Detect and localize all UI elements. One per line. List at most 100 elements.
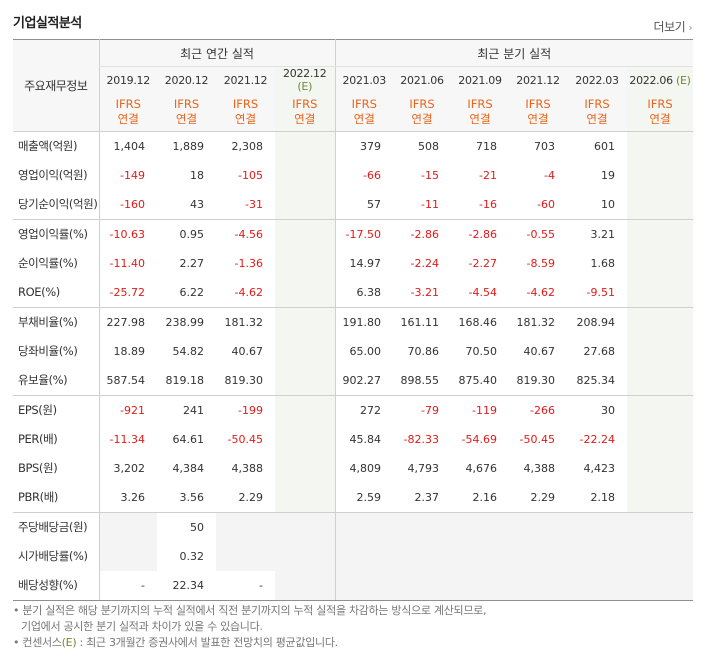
table-cell: 64.61 (172, 432, 205, 446)
table-cell: -50.45 (227, 432, 263, 446)
table-cell (275, 424, 335, 454)
table-cell (275, 511, 335, 542)
section-title: 기업실적분석 (13, 16, 82, 31)
table-row: PER(배) -11.34 64.61 -50.45 45.84 -82.33 -54.69… (13, 424, 694, 454)
table-cell: -1.36 (234, 256, 263, 270)
table-cell: -31 (245, 197, 263, 211)
period-header: 2021.12 (516, 73, 560, 87)
table-cell: 50 (157, 511, 216, 542)
table-cell: 2.29 (530, 490, 556, 504)
table-cell (627, 541, 694, 571)
table-cell: 703 (509, 130, 567, 161)
table-cell: -50.45 (519, 432, 555, 446)
table-cell: -66 (334, 160, 393, 190)
table-cell: 1.68 (590, 256, 616, 270)
table-cell: 43 (190, 197, 204, 211)
more-link[interactable]: 더보기 › (653, 18, 693, 35)
table-cell: -8.59 (526, 256, 555, 270)
table-cell: -4 (544, 168, 555, 182)
table-row: ROE(%) -25.72 6.22 -4.62 6.38 -3.21 -4.54 -4.62… (13, 277, 694, 307)
table-row: 매출액(억원) 1,404 1,889 2,308 379 508 718 703 601 (13, 130, 694, 161)
table-cell: 30 (567, 394, 627, 425)
table-row: BPS(원) 3,202 4,384 4,388 4,809 4,793 4,676 4,38… (13, 453, 694, 483)
table-cell (627, 189, 694, 219)
footnotes: • 분기 실적은 해당 분기까지의 누적 실적에서 직전 분기까지의 누적 실적… (13, 603, 487, 651)
ifrs-label: IFRS 연결 (173, 96, 200, 126)
table-cell (275, 336, 335, 366)
row-label: 주당배당금(원) (13, 511, 99, 542)
table-cell: -11.40 (98, 248, 157, 278)
table-cell: -79 (393, 394, 451, 425)
more-label: 더보기 (653, 20, 686, 34)
table-row: 배당성향(%) -22.34- (13, 570, 694, 601)
table-cell: -11 (421, 197, 439, 211)
row-label: 당기순이익(억원) (18, 197, 98, 211)
table-cell (627, 306, 694, 337)
table-cell: 181.32 (216, 306, 275, 337)
ifrs-label: IFRS 연결 (627, 93, 694, 131)
table-cell: 238.99 (157, 306, 216, 337)
table-cell (334, 511, 393, 542)
row-label: 시가배당률(%) (18, 549, 88, 563)
row-label: PBR(배) (18, 490, 58, 504)
period-header: 2022.06 (E) (627, 66, 694, 93)
table-cell (275, 130, 335, 161)
table-cell: 4,676 (465, 461, 498, 475)
table-row: 영업이익률(%) -10.63 0.95 -4.56 -17.50 -2.86 -2.86-… (13, 218, 694, 249)
table-cell: 4,809 (334, 453, 393, 483)
table-cell (216, 511, 275, 542)
row-label: BPS(원) (18, 461, 58, 475)
table-cell: 227.98 (98, 306, 157, 337)
table-cell: - (216, 570, 275, 601)
table-cell: 40.67 (231, 344, 264, 358)
footnote-2: • 컨센서스(E) : 최근 3개월간 증권사에서 발표한 전망치의 평균값입니… (13, 636, 338, 649)
table-cell: -82.33 (403, 432, 439, 446)
table-cell: 601 (567, 130, 627, 161)
table-cell: 0.32 (179, 549, 205, 563)
table-cell (627, 424, 694, 454)
ifrs-label: IFRS 연결 (409, 96, 435, 126)
ifrs-label: IFRS 연결 (275, 93, 335, 131)
table-cell (451, 511, 509, 542)
table-cell: -2.24 (410, 256, 439, 270)
table-cell: 1,404 (98, 130, 157, 161)
table-cell: -4.62 (526, 285, 555, 299)
table-cell: 2.27 (179, 256, 205, 270)
period-header: 2021.12 (223, 73, 268, 87)
table-cell: -3.21 (410, 285, 439, 299)
table-cell: 902.27 (334, 365, 393, 395)
table-cell: 2.59 (334, 482, 393, 512)
table-cell (275, 570, 335, 601)
table-cell: 191.80 (334, 306, 393, 337)
table-cell: 2.18 (590, 490, 616, 504)
table-cell (275, 365, 335, 395)
table-cell: -10.63 (98, 218, 157, 249)
financial-table: 주요재무정보 최근 연간 실적 최근 분기 실적 2019.12 2020.12 2… (13, 39, 694, 601)
table-cell (275, 541, 335, 571)
table-row: EPS(원) -921 241 -199 272 -79 -119 -266 30 (13, 394, 694, 425)
table-cell (275, 277, 335, 307)
table-row: 영업이익(억원) -149 18 -105 -66 -15 -21 -4 19 (13, 160, 694, 190)
table-cell: 2.37 (414, 490, 440, 504)
row-label: 매출액(억원) (13, 130, 99, 161)
table-cell: 0.95 (157, 218, 216, 249)
table-cell (627, 277, 694, 307)
table-cell (393, 570, 451, 601)
table-cell (627, 394, 694, 425)
table-cell (567, 541, 627, 571)
table-cell: 18 (190, 168, 204, 182)
table-cell: 19 (601, 168, 615, 182)
table-cell: 4,388 (231, 461, 264, 475)
table-cell: 6.22 (179, 285, 205, 299)
table-cell: 819.30 (224, 373, 264, 387)
row-label: 영업이익률(%) (13, 218, 99, 249)
table-cell (275, 453, 335, 483)
table-cell (627, 453, 694, 483)
table-cell: -266 (509, 394, 567, 425)
period-header: 2020.12 (164, 73, 209, 87)
table-cell: 2.16 (472, 490, 498, 504)
table-cell (451, 570, 509, 601)
table-cell: 4,384 (172, 461, 205, 475)
table-cell: -60 (537, 197, 555, 211)
row-label: PER(배) (18, 432, 58, 446)
